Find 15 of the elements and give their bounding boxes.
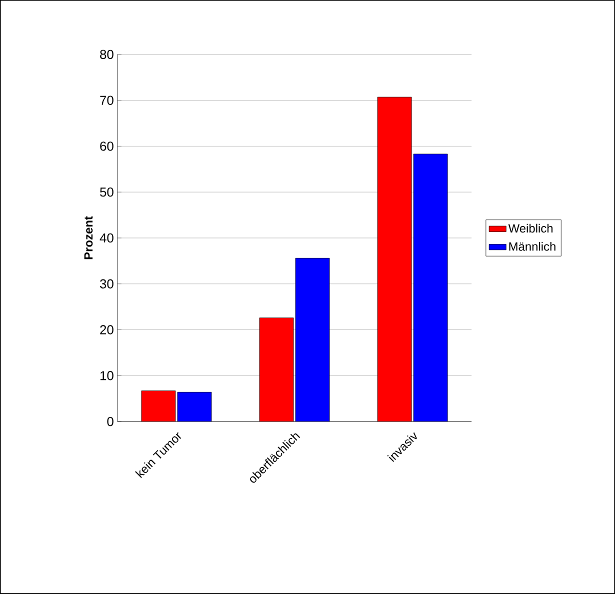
y-tick-label: 20	[100, 325, 114, 334]
bar	[141, 390, 176, 422]
bar	[377, 96, 412, 422]
y-tick-label: 70	[100, 96, 114, 105]
bar	[259, 318, 294, 422]
y-axis-title: Prozent	[84, 216, 93, 260]
y-tick-label: 60	[100, 142, 114, 151]
y-tick-label: 10	[100, 371, 114, 380]
legend-label: Weiblich	[508, 224, 553, 233]
y-tick-label: 40	[100, 233, 114, 243]
y-tick-label: 0	[107, 416, 114, 426]
legend-label: Männlich	[509, 242, 556, 251]
y-tick-label: 50	[100, 187, 114, 197]
y-tick-label: 80	[100, 50, 114, 59]
y-tick-label: 30	[100, 279, 114, 288]
